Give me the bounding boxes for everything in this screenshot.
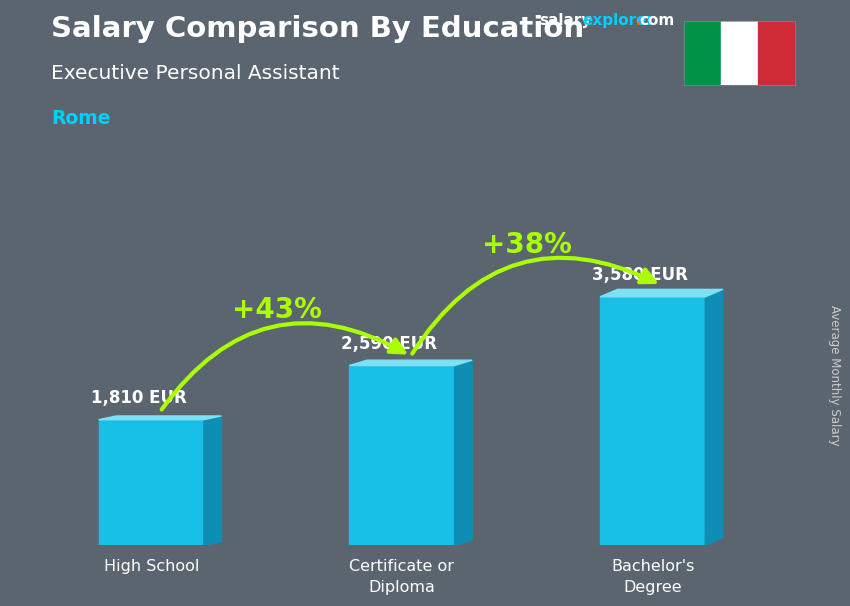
Polygon shape (349, 360, 472, 365)
Polygon shape (99, 420, 204, 545)
Polygon shape (706, 289, 722, 545)
Text: Salary Comparison By Education: Salary Comparison By Education (51, 15, 584, 43)
Text: 3,580 EUR: 3,580 EUR (592, 266, 688, 284)
Text: +38%: +38% (482, 231, 572, 259)
Text: Executive Personal Assistant: Executive Personal Assistant (51, 64, 340, 82)
Text: 1,810 EUR: 1,810 EUR (91, 389, 187, 407)
Text: com: com (639, 13, 674, 28)
Text: Rome: Rome (51, 109, 110, 128)
Bar (758, 21, 795, 85)
Polygon shape (349, 365, 455, 545)
Text: .: . (636, 13, 642, 28)
Text: explorer: explorer (582, 13, 654, 28)
Bar (721, 21, 758, 85)
Polygon shape (600, 297, 706, 545)
Polygon shape (600, 289, 722, 297)
Text: Average Monthly Salary: Average Monthly Salary (828, 305, 842, 446)
Polygon shape (204, 416, 222, 545)
Polygon shape (99, 416, 222, 420)
Text: +43%: +43% (232, 296, 321, 324)
Text: salary: salary (540, 13, 592, 28)
Text: 2,590 EUR: 2,590 EUR (342, 335, 438, 353)
Polygon shape (455, 360, 472, 545)
Bar (684, 21, 721, 85)
